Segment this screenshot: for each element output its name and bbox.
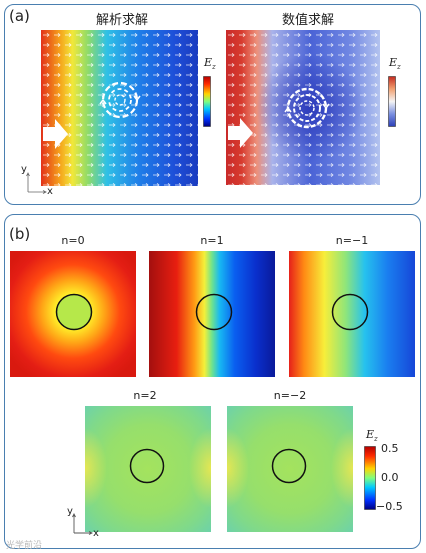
colorbar-b-label: Ez <box>366 428 378 444</box>
colorbar-b <box>364 446 376 510</box>
axis-x-label-a: x <box>47 186 53 197</box>
axis-y-label-b: y <box>67 506 73 517</box>
colorbar-tick-middle: 0.0 <box>381 471 399 484</box>
field-map-n1 <box>149 251 275 377</box>
analytic-field-map <box>41 30 198 186</box>
title-n-minus2: n=−2 <box>273 389 307 402</box>
scatterer-circle <box>55 293 93 331</box>
incident-arrow-icon <box>228 118 253 148</box>
numerical-solution-title: 数值求解 <box>281 13 334 28</box>
axes-indicator-a <box>26 172 47 194</box>
colorbar-tick-top: 0.5 <box>381 441 399 455</box>
title-n-minus1: n=−1 <box>335 234 369 247</box>
title-n2: n=2 <box>133 389 157 402</box>
title-n0: n=0 <box>61 234 85 247</box>
watermark: 光学前沿 <box>6 541 43 551</box>
analytic-solution-title: 解析求解 <box>95 13 148 28</box>
axis-x-label-b: x <box>93 528 99 539</box>
numerical-field-map <box>226 30 380 185</box>
colorbar-tick-bottom: −0.5 <box>376 500 403 514</box>
colorbar-a1 <box>203 76 211 127</box>
title-n1: n=1 <box>200 234 224 247</box>
scatterer-circle <box>331 293 369 331</box>
colorbar-a2-label: Ez <box>389 56 401 72</box>
field-map-n-minus1 <box>289 251 415 377</box>
field-map-n-minus2 <box>227 406 353 532</box>
colorbar-a1-label: Ez <box>204 56 216 72</box>
vortex-icon <box>99 81 141 119</box>
vortex-icon <box>284 87 330 129</box>
panel-a-label: (a) <box>9 7 30 25</box>
axis-y-label-a: y <box>21 164 27 175</box>
scatterer-circle <box>195 293 233 331</box>
axes-indicator-b <box>72 512 94 535</box>
panel-b-label: (b) <box>9 225 31 243</box>
scatterer-circle <box>129 448 165 484</box>
field-map-n0 <box>10 251 136 377</box>
colorbar-a2 <box>388 76 396 127</box>
field-map-n2 <box>85 406 211 532</box>
incident-arrow-icon <box>43 119 68 149</box>
scatterer-circle <box>271 448 307 484</box>
